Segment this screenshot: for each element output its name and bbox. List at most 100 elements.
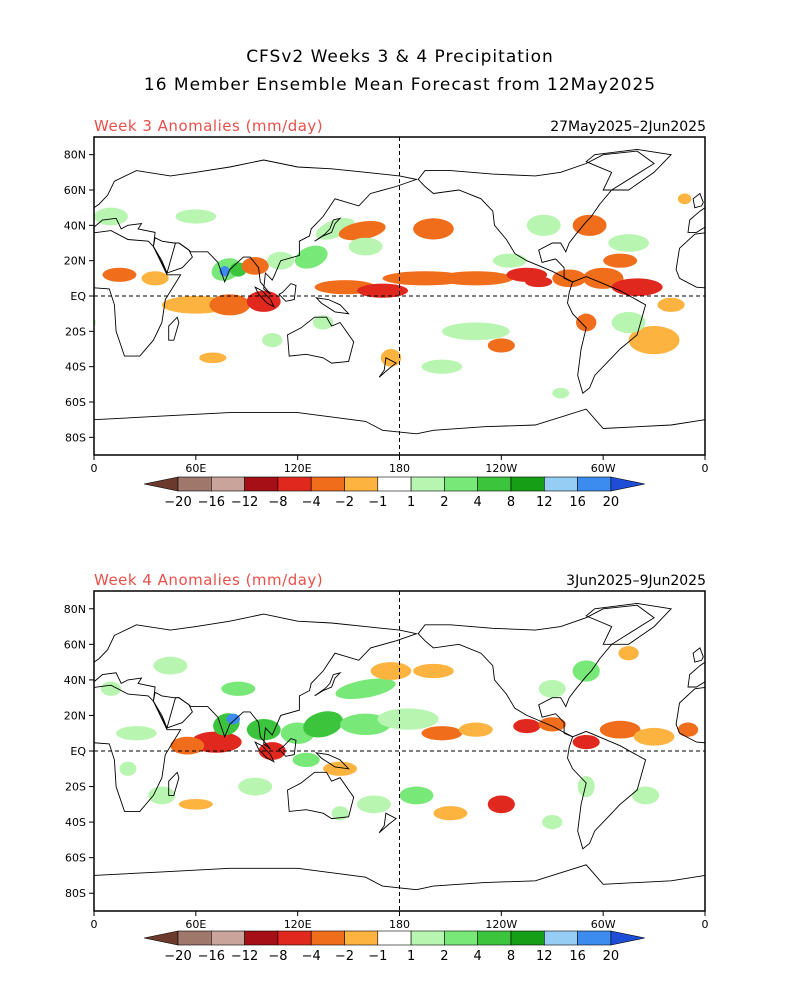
colorbar-label: −8 xyxy=(268,495,287,510)
lat-label: 80S xyxy=(65,887,86,900)
lat-label: 20S xyxy=(65,781,86,794)
colorbar-swatch xyxy=(377,930,412,946)
anomaly-patch xyxy=(178,799,213,810)
lat-label: 20N xyxy=(64,709,86,722)
colorbar-swatch xyxy=(477,476,512,492)
coastline-arabia xyxy=(152,237,193,274)
coastline-antarctica-wrap xyxy=(704,874,705,911)
lat-label: 80N xyxy=(64,149,86,162)
week3-anomaly-map: 80N 60N 40N 20N EQ 20S 40S 60S 80S 0 60E 120E 180 120… xyxy=(64,136,790,475)
colorbar-label: −1 xyxy=(368,949,387,964)
lon-label: 180 xyxy=(389,918,410,931)
anomaly-patch xyxy=(357,283,408,298)
anomaly-patch xyxy=(421,359,463,374)
anomaly-patch xyxy=(552,269,587,288)
anomaly-patch xyxy=(413,218,454,240)
anomaly-patch xyxy=(312,315,334,330)
coastline-europe-asia xyxy=(94,613,419,750)
colorbar-end-left xyxy=(143,476,179,492)
anomaly-patch xyxy=(399,786,434,805)
colorbar-swatch xyxy=(477,930,512,946)
coastline-uk xyxy=(692,647,704,663)
colorbar-week3: −20 −16 −12 −8 −4 −2 −1 1 2 4 8 12 16 20 xyxy=(143,476,645,510)
anomaly-patch xyxy=(241,257,269,275)
anomaly-patch xyxy=(209,294,251,316)
lon-label: 0 xyxy=(91,462,98,475)
coastline-antarctica-wrap xyxy=(704,419,705,455)
colorbar-label: −16 xyxy=(198,949,225,964)
colorbar-swatch xyxy=(377,476,412,492)
anomaly-patch xyxy=(119,761,137,776)
coastline-australia xyxy=(287,771,355,820)
anomaly-patch xyxy=(413,663,454,679)
anomaly-patch xyxy=(441,322,510,341)
week4-anomaly-map: 80N 60N 40N 20N EQ 20S 40S 60S 80S 0 60E 120E 180 120… xyxy=(64,590,709,931)
colorbar-swatch xyxy=(410,476,445,492)
lat-label: 80N xyxy=(64,603,86,616)
coastline-africa xyxy=(94,684,182,812)
colorbar-swatch xyxy=(344,930,379,946)
colorbar-swatch xyxy=(211,930,245,946)
anomaly-patch xyxy=(221,681,256,696)
lat-label: 80S xyxy=(65,431,86,444)
coastline-japan xyxy=(314,671,342,697)
colorbar-label: 8 xyxy=(507,495,515,510)
anomaly-patch xyxy=(102,267,137,282)
chart-title-line-2: 16 Member Ensemble Mean Forecast from 12… xyxy=(143,75,657,95)
anomaly-patch xyxy=(538,717,566,732)
anomaly-patch xyxy=(552,387,570,399)
anomaly-patch xyxy=(94,207,128,226)
coastline-greenland xyxy=(585,602,673,645)
map-area xyxy=(94,591,705,911)
colorbar-label: 16 xyxy=(569,495,586,510)
lat-label: 40N xyxy=(64,674,86,687)
week3-date-range: 27May2025–2Jun2025 xyxy=(550,119,706,135)
anomaly-patch xyxy=(370,662,412,680)
colorbar-label: 12 xyxy=(536,949,553,964)
coastline-new-guinea xyxy=(315,752,350,770)
coastline-sumatra xyxy=(254,286,275,308)
lat-label: 20S xyxy=(65,325,86,338)
anomaly-patch xyxy=(153,656,188,675)
anomaly-patch xyxy=(611,311,646,334)
anomaly-patch xyxy=(175,209,217,224)
lon-label: 0 xyxy=(91,918,98,931)
lon-label: 60W xyxy=(591,918,616,931)
colorbar-swatch xyxy=(211,476,245,492)
lon-label: 180 xyxy=(389,462,410,475)
coastline-south-america xyxy=(567,730,647,850)
lon-label: 60E xyxy=(185,462,206,475)
colorbar-swatch xyxy=(543,476,578,492)
colorbar-label: 1 xyxy=(407,949,415,964)
coastline-madagascar-wrap xyxy=(780,317,790,340)
coastline-south-america xyxy=(567,276,647,394)
colorbar-week4: −20 −16 −12 −8 −4 −2 −1 1 2 4 8 12 16 20 xyxy=(143,930,645,964)
anomaly-patch xyxy=(487,338,515,353)
colorbar-swatch xyxy=(444,476,478,492)
colorbar-label: 20 xyxy=(603,949,620,964)
anomaly-patch xyxy=(582,267,624,289)
colorbar-label: −8 xyxy=(268,949,287,964)
lon-label: 60E xyxy=(185,918,206,931)
anomaly-patch xyxy=(262,333,283,348)
anomaly-patch xyxy=(246,719,281,741)
anomaly-patch xyxy=(572,735,600,750)
anomaly-patch xyxy=(492,253,527,268)
anomaly-patch xyxy=(603,253,638,268)
coastline-north-america xyxy=(417,604,655,738)
anomaly-patch xyxy=(618,646,639,661)
anomaly-patch xyxy=(657,297,685,312)
colorbar-label: −16 xyxy=(198,495,225,510)
colorbar-label: 4 xyxy=(474,949,482,964)
anomaly-patch xyxy=(611,278,663,296)
coastline-sumatra xyxy=(254,741,275,763)
coastline-antarctica xyxy=(94,864,705,911)
anomaly-patch xyxy=(377,708,439,730)
colorbar-swatch xyxy=(344,476,379,492)
anomaly-patch xyxy=(357,795,392,814)
colorbar-swatch xyxy=(510,476,545,492)
anomaly-patch xyxy=(513,719,541,734)
lon-label: 0 xyxy=(702,918,709,931)
anomaly-patch xyxy=(335,678,396,700)
lon-label: 120E xyxy=(284,918,312,931)
